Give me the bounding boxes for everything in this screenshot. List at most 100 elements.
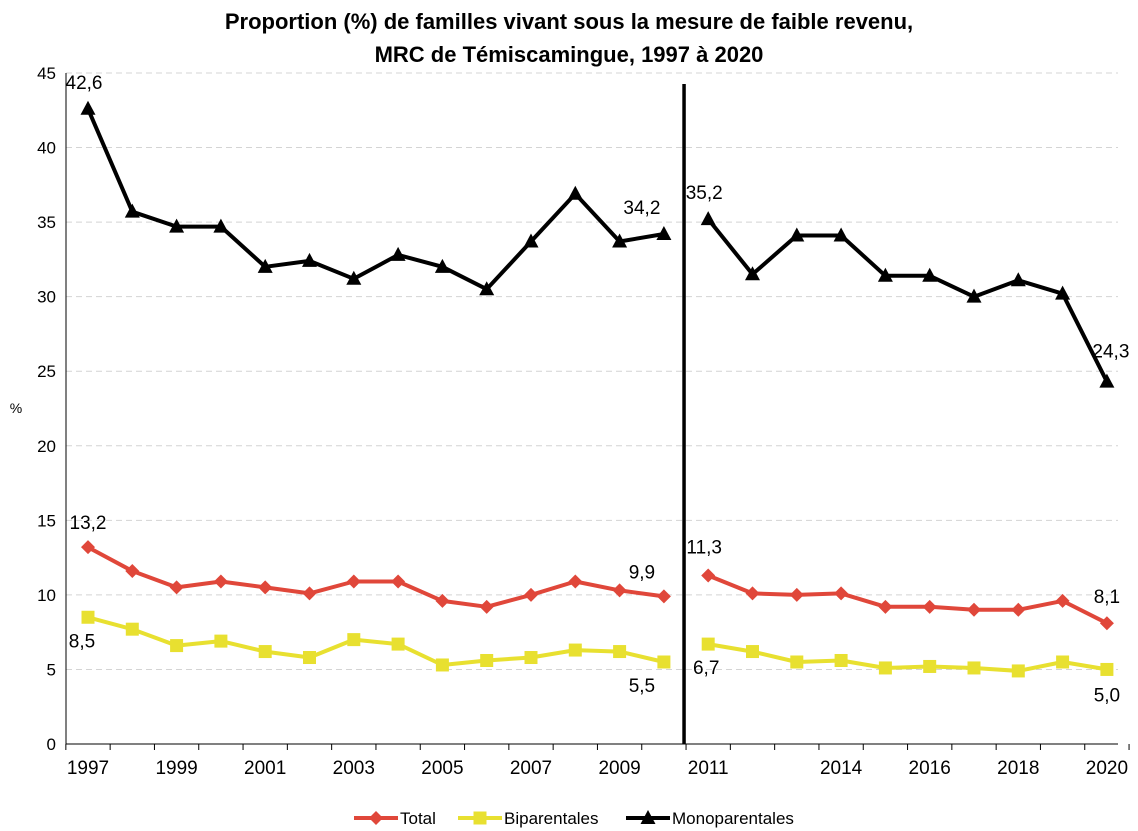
data-point (656, 589, 671, 604)
data-point (967, 661, 981, 675)
data-point (435, 658, 449, 672)
legend-label: Monoparentales (672, 809, 794, 828)
data-point (125, 564, 140, 579)
data-point (878, 599, 893, 614)
y-tick-label: 40 (37, 139, 56, 158)
data-point (214, 634, 228, 648)
data-point (435, 593, 450, 608)
data-label: 6,7 (693, 658, 719, 679)
series-layer (80, 84, 1115, 744)
data-point (701, 568, 716, 583)
data-point (568, 643, 582, 657)
data-point (346, 270, 362, 285)
data-point (523, 233, 539, 248)
data-point (390, 246, 406, 261)
data-point (966, 288, 982, 303)
legend-item-biparentales: Biparentales (458, 809, 599, 828)
data-point (479, 281, 495, 296)
y-tick-label: 0 (47, 735, 56, 754)
data-point (922, 267, 938, 282)
x-tick-label: 2011 (688, 758, 729, 779)
y-tick-label: 10 (37, 586, 56, 605)
data-point (878, 661, 892, 675)
data-point (789, 227, 805, 242)
legend-swatch-marker (473, 811, 487, 825)
series-line (707, 573, 1108, 625)
data-point (303, 651, 316, 665)
data-point (922, 599, 937, 614)
x-tick-label: 2001 (244, 758, 286, 779)
x-tick-label: 2016 (909, 758, 951, 779)
y-tick-label: 15 (37, 511, 56, 530)
data-point (213, 218, 229, 233)
data-point (612, 583, 627, 598)
data-labels: 13,2 9,9 11,3 8,1 8,5 5,5 6,7 5,0 42,6 34,2 35,2 24… (66, 73, 1130, 707)
chart-title-line-1: Proportion (%) de familles vivant sous l… (225, 9, 913, 34)
y-tick-label: 45 (37, 64, 56, 83)
series-line (706, 217, 1109, 383)
data-point (1056, 655, 1070, 669)
data-label: 8,5 (69, 631, 95, 652)
y-axis-label: % (10, 400, 22, 416)
data-point (745, 586, 760, 601)
data-point (434, 258, 450, 273)
data-point (346, 574, 361, 589)
data-label: 42,6 (66, 73, 103, 94)
data-point (480, 653, 494, 667)
data-label: 8,1 (1094, 587, 1120, 608)
data-point (125, 622, 139, 636)
data-point (701, 637, 715, 651)
data-point (524, 587, 538, 602)
series-line (707, 642, 1108, 673)
data-point (877, 267, 893, 282)
data-point (81, 540, 95, 555)
data-label: 24,3 (1092, 342, 1129, 363)
data-label: 5,0 (1094, 685, 1120, 706)
data-point (1099, 616, 1114, 631)
series-line (87, 545, 665, 609)
data-point (790, 655, 804, 669)
legend: Total Biparentales Monoparentales (354, 809, 794, 828)
x-tick-label: 2020 (1086, 758, 1128, 779)
data-point (700, 211, 716, 226)
series-line (87, 615, 665, 667)
data-point (391, 574, 406, 589)
data-label: 34,2 (623, 198, 660, 219)
data-point (1010, 272, 1026, 287)
data-point (789, 587, 804, 602)
data-point (657, 655, 671, 669)
data-point (746, 645, 759, 659)
data-point (834, 586, 849, 601)
data-point (923, 659, 937, 673)
data-point (347, 633, 361, 647)
data-point (302, 586, 317, 601)
data-point (258, 645, 272, 659)
data-point (213, 574, 228, 589)
data-point (524, 651, 538, 665)
data-label: 11,3 (686, 538, 722, 559)
data-point (745, 266, 760, 281)
data-point (967, 602, 981, 617)
data-point (613, 645, 627, 659)
data-label: 35,2 (686, 183, 723, 204)
data-point (169, 580, 184, 595)
data-label: 9,9 (629, 562, 655, 583)
data-point (1099, 373, 1115, 388)
x-tick-label: 2003 (333, 758, 375, 779)
x-tick-label: 2018 (997, 758, 1039, 779)
series-biparentales (81, 610, 1114, 678)
data-point (1011, 664, 1025, 678)
y-tick-label: 5 (47, 660, 56, 679)
data-point (124, 203, 140, 218)
y-tick-label: 35 (37, 213, 56, 232)
data-point (1100, 662, 1114, 676)
data-point (169, 218, 185, 233)
x-tick-label: 1999 (155, 758, 197, 779)
series-line (86, 108, 665, 292)
series-total (81, 540, 1114, 631)
data-point (170, 639, 184, 653)
data-point (568, 574, 583, 589)
data-label: 13,2 (70, 513, 107, 534)
